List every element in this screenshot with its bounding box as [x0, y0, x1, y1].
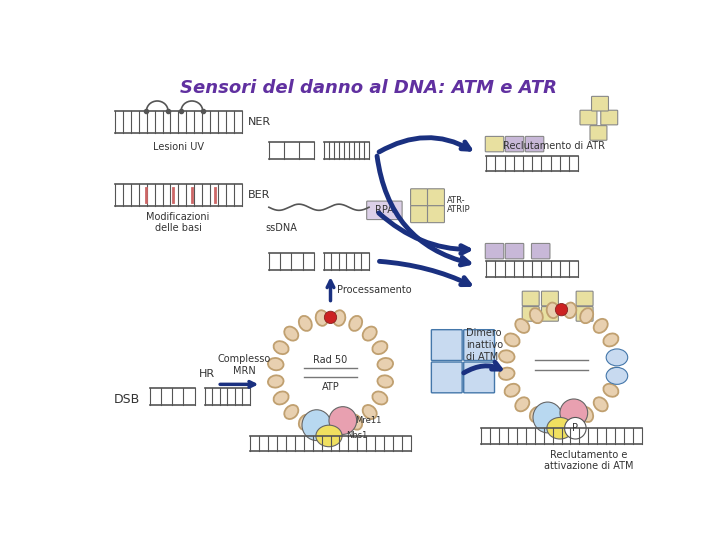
FancyBboxPatch shape	[541, 291, 559, 306]
Text: Reclutamento e
attivazione di ATM: Reclutamento e attivazione di ATM	[544, 450, 633, 471]
Circle shape	[555, 303, 567, 316]
Text: HR: HR	[199, 369, 215, 379]
Ellipse shape	[608, 368, 624, 380]
Text: Mre11: Mre11	[355, 416, 382, 425]
FancyBboxPatch shape	[600, 110, 618, 125]
Text: Modificazioni
delle basi: Modificazioni delle basi	[146, 212, 210, 233]
Text: ATP: ATP	[322, 382, 339, 392]
Text: DSB: DSB	[113, 393, 140, 406]
FancyBboxPatch shape	[366, 201, 402, 220]
Ellipse shape	[316, 425, 342, 447]
Ellipse shape	[499, 350, 515, 362]
Ellipse shape	[302, 410, 331, 441]
FancyBboxPatch shape	[505, 244, 523, 259]
Ellipse shape	[603, 333, 618, 347]
Text: BER: BER	[248, 190, 271, 200]
FancyBboxPatch shape	[428, 189, 444, 206]
Ellipse shape	[505, 333, 520, 347]
Ellipse shape	[377, 375, 393, 388]
FancyBboxPatch shape	[522, 307, 539, 321]
Ellipse shape	[560, 399, 588, 427]
Ellipse shape	[315, 420, 328, 435]
Text: Rad 50: Rad 50	[313, 355, 348, 366]
FancyBboxPatch shape	[592, 96, 608, 111]
FancyBboxPatch shape	[410, 189, 428, 206]
Ellipse shape	[284, 327, 298, 341]
Text: P: P	[572, 423, 578, 433]
Ellipse shape	[516, 319, 529, 333]
Text: RPA: RPA	[375, 205, 394, 215]
Ellipse shape	[530, 308, 543, 323]
Ellipse shape	[274, 392, 289, 404]
FancyBboxPatch shape	[464, 362, 495, 393]
Text: Dimero
inattivo
di ATM: Dimero inattivo di ATM	[466, 328, 503, 362]
Ellipse shape	[530, 407, 543, 422]
Text: Complesso
MRN: Complesso MRN	[217, 354, 271, 376]
Text: Lesioni UV: Lesioni UV	[153, 142, 204, 152]
Ellipse shape	[333, 420, 346, 435]
Text: Nbs1: Nbs1	[346, 431, 367, 441]
Text: Reclutamento di ATR: Reclutamento di ATR	[503, 141, 605, 151]
Ellipse shape	[268, 358, 284, 370]
FancyBboxPatch shape	[590, 126, 607, 140]
FancyBboxPatch shape	[522, 291, 539, 306]
Ellipse shape	[349, 316, 362, 331]
Ellipse shape	[533, 402, 562, 433]
Ellipse shape	[546, 412, 559, 428]
FancyBboxPatch shape	[464, 330, 495, 361]
FancyBboxPatch shape	[526, 137, 544, 152]
FancyBboxPatch shape	[576, 291, 593, 306]
FancyBboxPatch shape	[428, 206, 444, 222]
Text: NER: NER	[248, 117, 271, 127]
Ellipse shape	[564, 412, 576, 428]
Ellipse shape	[363, 327, 377, 341]
Ellipse shape	[564, 302, 576, 318]
Ellipse shape	[299, 316, 312, 331]
FancyBboxPatch shape	[505, 137, 523, 152]
Ellipse shape	[594, 397, 608, 411]
Circle shape	[324, 311, 337, 323]
Circle shape	[564, 417, 586, 439]
Ellipse shape	[329, 407, 356, 434]
Ellipse shape	[315, 310, 328, 326]
Ellipse shape	[606, 367, 628, 384]
Ellipse shape	[505, 384, 520, 397]
Text: ssDNA: ssDNA	[265, 222, 297, 233]
Ellipse shape	[349, 415, 362, 430]
FancyBboxPatch shape	[576, 307, 593, 321]
Ellipse shape	[546, 302, 559, 318]
Ellipse shape	[372, 341, 387, 354]
Ellipse shape	[299, 415, 312, 430]
FancyBboxPatch shape	[531, 244, 550, 259]
Ellipse shape	[268, 375, 284, 388]
Ellipse shape	[284, 405, 298, 419]
Ellipse shape	[547, 417, 573, 439]
Ellipse shape	[594, 319, 608, 333]
FancyBboxPatch shape	[431, 362, 462, 393]
Ellipse shape	[363, 405, 377, 419]
FancyBboxPatch shape	[541, 307, 559, 321]
Ellipse shape	[333, 310, 346, 326]
Text: ATR-
ATRIP: ATR- ATRIP	[447, 195, 470, 214]
FancyBboxPatch shape	[431, 330, 462, 361]
Ellipse shape	[372, 392, 387, 404]
Ellipse shape	[516, 397, 529, 411]
Text: Sensori del danno al DNA: ATM e ATR: Sensori del danno al DNA: ATM e ATR	[181, 79, 557, 97]
FancyBboxPatch shape	[580, 110, 597, 125]
Ellipse shape	[580, 308, 593, 323]
Ellipse shape	[603, 384, 618, 397]
Text: Processamento: Processamento	[337, 285, 411, 295]
FancyBboxPatch shape	[410, 206, 428, 222]
Ellipse shape	[377, 358, 393, 370]
Ellipse shape	[608, 350, 624, 362]
FancyBboxPatch shape	[485, 137, 504, 152]
Ellipse shape	[580, 407, 593, 422]
Ellipse shape	[274, 341, 289, 354]
Ellipse shape	[606, 349, 628, 366]
FancyBboxPatch shape	[485, 244, 504, 259]
Ellipse shape	[499, 368, 515, 380]
